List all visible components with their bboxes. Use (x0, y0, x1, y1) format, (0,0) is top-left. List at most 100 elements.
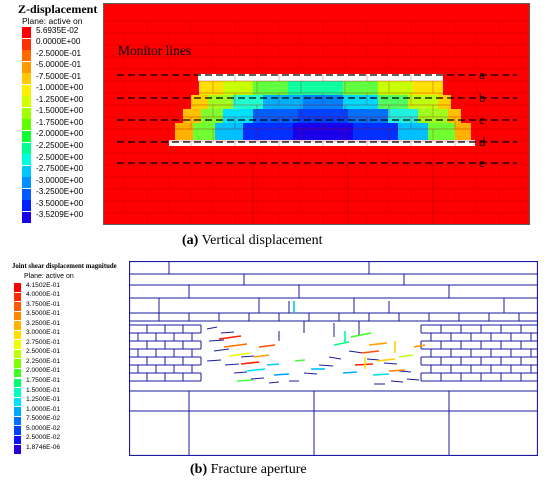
fracture-segment (266, 363, 280, 366)
fracture-segment (368, 342, 388, 346)
monitor-line-label: d (479, 134, 486, 149)
caved-block (223, 109, 253, 123)
legend-a-value: -1.2500E+00 (36, 94, 84, 104)
legend-b-swatch (14, 426, 21, 435)
fracture-segment (246, 368, 266, 372)
legend-b-swatch (14, 302, 21, 311)
legend-b-swatch (14, 378, 21, 387)
legend-b-swatch (14, 330, 21, 340)
model-b-background (129, 261, 538, 456)
caved-block (223, 81, 253, 95)
legend-a-swatch (22, 119, 31, 131)
fracture-segment (218, 335, 242, 340)
caved-block (438, 95, 451, 109)
fracture-segment (253, 354, 270, 358)
legend-a-title: Z-displacement (18, 2, 98, 16)
legend-a-swatch (22, 61, 31, 73)
caved-block (193, 123, 215, 140)
legend-b-value: 7.5000E-02 (26, 415, 61, 423)
model-b-fractures (129, 261, 538, 456)
legend-a-value: -2.0000E+00 (36, 129, 84, 139)
legend-a-swatch (22, 188, 31, 200)
legend-b-title: Joint shear displacement magnitude (12, 263, 117, 270)
model-a-border (103, 3, 530, 225)
caved-block (343, 95, 378, 109)
fracture-segment (372, 373, 390, 376)
monitor-line-label: b (479, 90, 486, 105)
fracture-segment (388, 369, 406, 372)
legend-b-value: 3.7500E-01 (26, 300, 61, 308)
caved-block (208, 95, 233, 109)
legend-b-swatch (14, 416, 21, 426)
model-b-border (129, 261, 538, 456)
legend-b-value: 5.0000E-02 (26, 424, 61, 432)
legend-b-value: 3.5000E-01 (26, 310, 61, 318)
caved-block (263, 95, 303, 109)
caved-block (253, 81, 288, 95)
caved-block (378, 95, 408, 109)
legend-a-value: -1.0000E+00 (36, 83, 84, 93)
caption-b: (b) Fracture aperture (190, 462, 307, 477)
fracture-segment (398, 354, 414, 358)
legend-a-swatch (22, 27, 31, 38)
caved-block (343, 81, 378, 95)
legend-b-value: 2.5000E-01 (26, 348, 61, 356)
caved-block (388, 109, 418, 123)
monitor-lines-label: Monitor lines (118, 43, 191, 58)
legend-a-swatch (22, 130, 31, 142)
legend-b-value: 3.2500E-01 (26, 319, 61, 327)
legend-a-value: -3.5209E+00 (36, 210, 84, 220)
legend-a-swatch (22, 50, 31, 62)
legend-b-swatch (14, 292, 21, 302)
legend-a-value: -7.5000E-01 (36, 71, 82, 81)
fracture-segment (376, 358, 396, 362)
monitor-line-label: a (479, 67, 485, 82)
legend-b-swatch (14, 359, 21, 368)
legend-a-value: -5.0000E-01 (36, 60, 82, 70)
legend-b-value: 1.0000E-01 (26, 405, 61, 413)
legend-b-value: 2.5000E-02 (26, 434, 61, 442)
legend-b-swatch (14, 321, 21, 330)
caved-block (448, 109, 461, 123)
legend-a-swatch (22, 73, 31, 85)
caved-block (378, 81, 413, 95)
legend-a-swatch (22, 154, 31, 166)
legend-a-swatch (22, 84, 31, 96)
legend-a-value: -3.5000E+00 (36, 198, 84, 208)
caved-block (398, 123, 428, 140)
legend-b-swatch (14, 311, 21, 321)
legend-b-value: 1.5000E-01 (26, 386, 61, 394)
legend-b-swatch (14, 388, 21, 397)
legend-a-value: -3.2500E+00 (36, 187, 84, 197)
legend-a-value: -1.5000E+00 (36, 106, 84, 116)
legend-b-value: 2.7500E-01 (26, 338, 61, 346)
legend-a-swatch (22, 165, 31, 177)
legend-b-value: 4.0000E-01 (26, 291, 61, 299)
caved-block (353, 123, 398, 140)
caved-block (243, 123, 293, 140)
legend-a-swatch (22, 211, 31, 223)
caved-block (233, 95, 263, 109)
legend-a-value: -2.7500E+00 (36, 164, 84, 174)
fracture-segment (360, 350, 380, 354)
caption-a: (a) Vertical displacement (182, 233, 323, 248)
legend-b-swatch (14, 435, 21, 445)
caved-block (288, 81, 315, 95)
legend-b-value: 4.1502E-01 (26, 281, 61, 289)
fracture-segment (273, 373, 290, 376)
caved-block (408, 95, 438, 109)
legend-b-value: 1.2500E-01 (26, 396, 61, 404)
legend-b-value: 1.7500E-01 (26, 377, 61, 384)
legend-b-swatch (14, 397, 21, 407)
legend-b-swatch (14, 283, 21, 292)
legend-a-swatch (22, 38, 31, 50)
caved-block (183, 109, 201, 123)
fracture-segment (333, 341, 350, 346)
fracture-segment (258, 344, 276, 348)
fracture-segment (354, 363, 374, 366)
caved-block (413, 81, 443, 95)
legend-b-value: 2.0000E-01 (26, 367, 61, 375)
legend-b-swatch (14, 368, 21, 378)
legend-b-subtitle: Plane: active on (24, 273, 74, 280)
legend-a-swatch (22, 107, 31, 119)
